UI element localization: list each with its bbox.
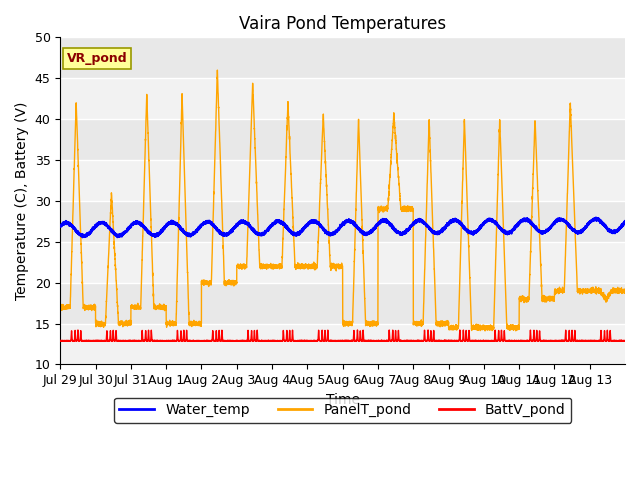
Bar: [60, 324, 625, 364]
Text: VR_pond: VR_pond: [67, 52, 127, 65]
Y-axis label: Temperature (C), Battery (V): Temperature (C), Battery (V): [15, 102, 29, 300]
Legend: Water_temp, PanelT_pond, BattV_pond: Water_temp, PanelT_pond, BattV_pond: [114, 397, 572, 423]
X-axis label: Time: Time: [326, 393, 360, 407]
Bar: [60, 78, 625, 119]
Bar: [60, 160, 625, 201]
Title: Vaira Pond Temperatures: Vaira Pond Temperatures: [239, 15, 446, 33]
Bar: [60, 242, 625, 283]
